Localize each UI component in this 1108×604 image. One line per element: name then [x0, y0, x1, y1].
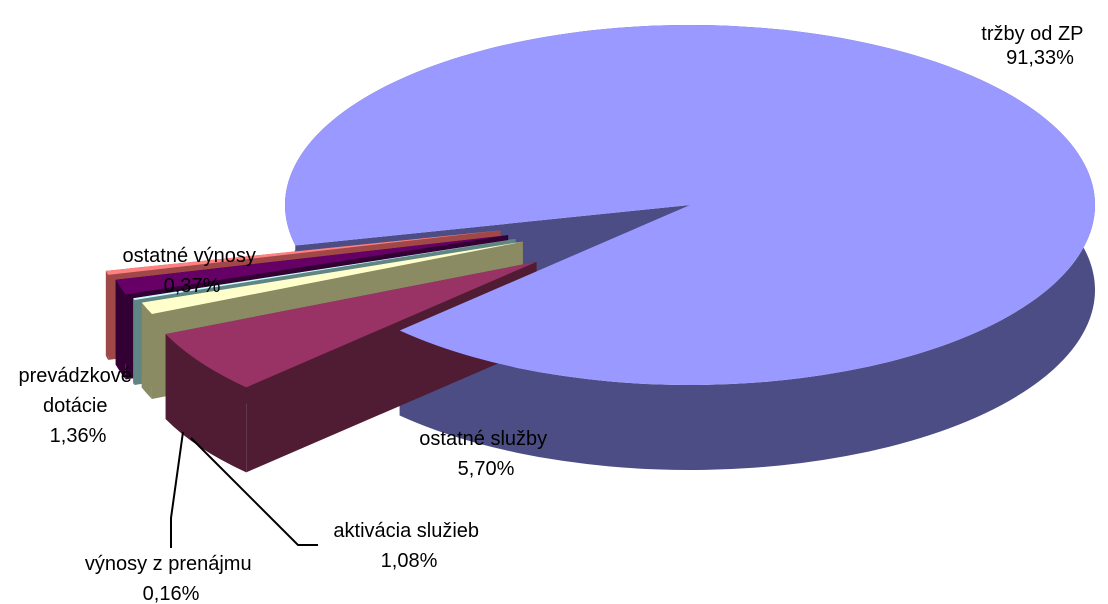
slice-aktivacia-sluzieb-wall — [141, 302, 152, 400]
slice-vynosy-z-prenajmu — [133, 238, 516, 300]
label-vynosy-prenajmu: výnosy z prenájmu 0,16% — [85, 553, 257, 604]
slice-vynosy-z-prenajmu-wall — [133, 298, 135, 385]
label-vynosy-prenajmu-pct: 0,16% — [143, 583, 200, 604]
label-dotacie-name1: prevádzkové — [19, 365, 132, 387]
label-ostatne-vynosy-pct: 0,37% — [164, 275, 221, 297]
slice-ostatne-vynosy — [105, 230, 501, 275]
label-aktivacia-name: aktivácia služieb — [333, 520, 479, 542]
slice-prevadzkove-dotacie-wall — [115, 279, 126, 380]
label-dotacie-name2: dotácie — [43, 395, 108, 417]
label-dotacie-pct: 1,36% — [50, 425, 107, 447]
label-trzby: tržby od ZP 91,33% — [981, 23, 1088, 69]
slice-ostatne-sluzby — [165, 261, 537, 388]
label-trzby-name: tržby od ZP — [981, 23, 1083, 45]
label-ostatne-vynosy-name: ostatné výnosy — [123, 245, 256, 267]
label-dotacie: prevádzkové dotácie 1,36% — [19, 365, 138, 447]
label-aktivacia: aktivácia služieb 1,08% — [333, 520, 484, 572]
label-ostatne-vynosy: ostatné výnosy 0,37% — [123, 245, 262, 297]
label-ostatne-sluzby-name: ostatné služby — [419, 428, 547, 450]
slice-ostatne-sluzby-wall — [165, 334, 247, 473]
slice-trzby-od-zp — [285, 25, 1096, 386]
slice-tops — [105, 25, 1096, 388]
slice-ostatne-vynosy-wall — [105, 270, 109, 360]
slice-aktivacia-sluzieb — [141, 241, 523, 315]
leader-line-vynosy-prenajmu — [170, 431, 184, 548]
slice-prevadzkove-dotacie — [115, 235, 509, 295]
label-trzby-pct: 91,33% — [1006, 47, 1074, 69]
label-ostatne-sluzby: ostatné služby 5,70% — [419, 428, 552, 480]
leader-line-aktivacia — [190, 437, 318, 546]
label-aktivacia-pct: 1,08% — [381, 550, 438, 572]
label-vynosy-prenajmu-name: výnosy z prenájmu — [85, 553, 252, 575]
label-ostatne-sluzby-pct: 5,70% — [458, 458, 515, 480]
